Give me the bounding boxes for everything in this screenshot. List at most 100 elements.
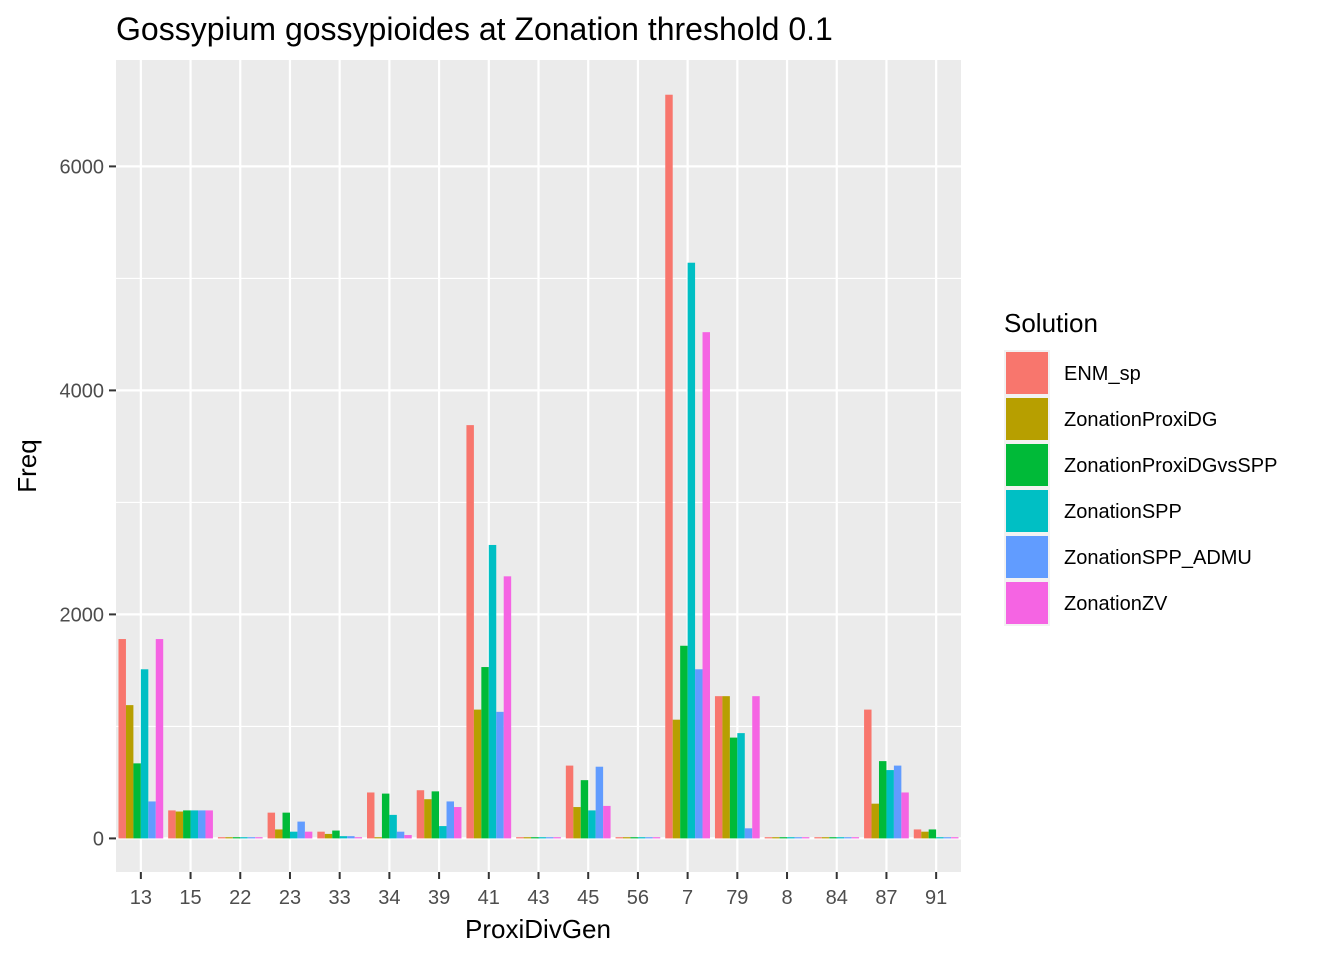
bar	[637, 837, 646, 839]
bar	[595, 766, 604, 839]
bar	[951, 837, 959, 839]
x-tick-label: 79	[726, 887, 748, 909]
bar	[801, 837, 810, 839]
x-tick-label: 7	[682, 887, 693, 909]
bar	[943, 837, 952, 839]
bar	[744, 828, 753, 839]
x-tick-label: 87	[875, 887, 897, 909]
x-tick-label: 13	[130, 887, 152, 909]
bar	[936, 837, 944, 839]
bar	[324, 833, 333, 839]
bar	[779, 837, 788, 839]
x-tick-label: 22	[229, 887, 251, 909]
x-tick-label: 56	[627, 887, 649, 909]
y-tick-label: 6000	[60, 156, 105, 178]
bar	[545, 837, 554, 839]
x-tick-label: 8	[781, 887, 792, 909]
bar	[844, 837, 852, 839]
bar	[367, 792, 375, 839]
y-tick-label: 4000	[60, 380, 105, 402]
bar	[175, 811, 184, 839]
bar	[913, 829, 922, 839]
bar	[722, 696, 730, 839]
x-tick-label: 43	[527, 887, 549, 909]
bar	[183, 810, 191, 839]
bar	[404, 835, 412, 839]
bar	[198, 810, 206, 839]
bar	[267, 812, 276, 839]
legend-title: Solution	[1004, 308, 1098, 338]
legend-label: ZonationProxiDGvsSPP	[1064, 455, 1277, 477]
bar	[416, 790, 425, 839]
bar	[787, 837, 795, 839]
bar	[623, 837, 631, 839]
bar	[217, 837, 226, 839]
bar	[118, 639, 126, 839]
x-tick-label: 34	[378, 887, 400, 909]
bar	[531, 837, 539, 839]
bar	[439, 826, 447, 839]
bar	[714, 696, 723, 839]
bar	[538, 837, 546, 839]
bar	[665, 94, 673, 839]
legend-swatch	[1006, 352, 1048, 394]
x-axis-title: ProxiDivGen	[465, 914, 611, 944]
x-tick-label: 33	[329, 887, 351, 909]
legend-label: ZonationProxiDG	[1064, 409, 1217, 431]
legend-label: ZonationSPP	[1064, 501, 1182, 523]
bar	[155, 639, 164, 839]
bar	[565, 765, 574, 839]
bar	[680, 645, 688, 839]
legend-swatch	[1006, 536, 1048, 578]
legend-swatch	[1006, 490, 1048, 532]
bar	[871, 803, 879, 839]
bar	[125, 705, 134, 839]
legend-swatch	[1006, 444, 1048, 486]
bar	[702, 332, 710, 839]
x-tick-label: 23	[279, 887, 301, 909]
bar	[247, 837, 256, 839]
bar	[205, 810, 213, 839]
x-axis: 13 15 22 23 33 34 39 41 43 45 56 7 79 8 84 87 91	[130, 872, 947, 909]
x-tick-label: 84	[826, 887, 848, 909]
bar	[225, 837, 233, 839]
bar	[878, 761, 887, 839]
bar	[332, 830, 340, 839]
bar	[886, 770, 894, 839]
bar	[794, 837, 802, 839]
y-axis-title: Freq	[12, 439, 42, 492]
bar	[580, 780, 589, 839]
bar	[928, 829, 937, 839]
bar	[764, 837, 773, 839]
bar	[304, 831, 313, 839]
bar	[864, 709, 872, 839]
bar	[836, 837, 845, 839]
bar	[354, 837, 363, 839]
bar	[168, 810, 176, 839]
x-tick-label: 39	[428, 887, 450, 909]
bar	[454, 807, 462, 839]
bar	[431, 791, 440, 839]
bar	[289, 831, 298, 839]
bar	[921, 831, 929, 839]
bar	[821, 837, 830, 839]
bar	[829, 837, 837, 839]
bar	[424, 799, 432, 839]
legend: Solution ENM_sp ZonationProxiDG ZonationPr…	[1004, 308, 1277, 626]
bar	[317, 831, 325, 839]
legend-swatch	[1006, 582, 1048, 624]
bar	[282, 812, 290, 839]
bar	[652, 837, 661, 839]
bar	[148, 801, 156, 839]
bar	[446, 801, 454, 839]
bar	[374, 837, 382, 839]
bar	[347, 836, 355, 839]
y-axis: 0 2000 4000 6000	[60, 156, 116, 850]
bar	[488, 544, 497, 839]
bar	[893, 765, 902, 839]
bar	[466, 425, 474, 839]
legend-label: ENM_sp	[1064, 363, 1141, 385]
bar	[396, 831, 405, 839]
bar	[630, 837, 638, 839]
bar	[389, 814, 397, 839]
